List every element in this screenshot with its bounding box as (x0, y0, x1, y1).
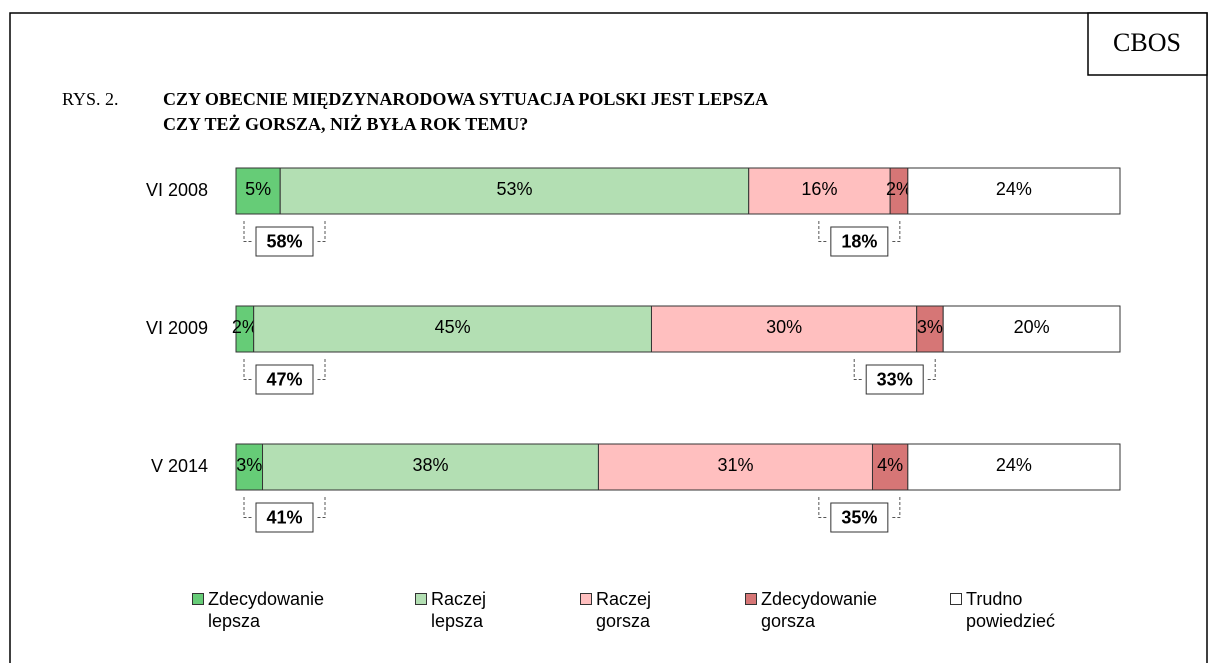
bar-segment (253, 305, 652, 353)
bar-segment (650, 305, 918, 353)
value-label: 4% (877, 455, 903, 475)
frame (9, 12, 1208, 663)
value-label: 38% (412, 455, 448, 475)
bracket (818, 497, 827, 518)
value-label: 31% (717, 455, 753, 475)
category-label: VI 2008 (146, 180, 208, 200)
bar-segment (907, 167, 1121, 215)
bracket (317, 221, 326, 242)
legend-swatch (415, 593, 427, 605)
category-label: V 2014 (151, 456, 208, 476)
source: CBOS (1113, 28, 1181, 57)
value-label: 3% (917, 317, 943, 337)
bar-segment (907, 443, 1121, 491)
total-label: 33% (877, 369, 913, 389)
legend-label: Zdecydowanie lepsza (208, 589, 325, 631)
total-label: 18% (841, 231, 877, 251)
legend-swatch (580, 593, 592, 605)
bracket (317, 359, 326, 380)
value-label: 45% (435, 317, 471, 337)
bracket (818, 221, 827, 242)
value-label: 20% (1014, 317, 1050, 337)
total-box (830, 226, 889, 257)
value-label: 2% (232, 317, 258, 337)
bracket (927, 359, 936, 380)
legend-swatch (745, 593, 757, 605)
title-line: CZY OBECNIE MIĘDZYNARODOWA SYTUACJA POLS… (163, 89, 768, 109)
total-box (255, 364, 314, 395)
legend: Zdecydowanie lepsza Raczej lepsza Raczej g… (0, 588, 1209, 658)
total-box (830, 502, 889, 533)
value-label: 2% (886, 179, 912, 199)
total-label: 58% (266, 231, 302, 251)
legend-label: Raczej lepsza (431, 589, 487, 631)
bracket (243, 221, 252, 242)
bracket (853, 359, 863, 380)
bar-segment (942, 305, 1121, 353)
legend-swatch (950, 593, 962, 605)
bar-segment (871, 443, 909, 491)
total-box (255, 226, 314, 257)
value-label: 3% (236, 455, 262, 475)
total-box (255, 502, 314, 533)
value-label: 24% (996, 179, 1032, 199)
value-label: 30% (766, 317, 802, 337)
bracket (891, 221, 901, 242)
value-label: 16% (801, 179, 837, 199)
value-label: 5% (245, 179, 271, 199)
bracket (243, 497, 252, 518)
figure-label: RYS. 2. (62, 89, 119, 109)
total-label: 41% (266, 507, 302, 527)
total-label: 35% (841, 507, 877, 527)
legend-swatch (192, 593, 204, 605)
bar-segment (916, 305, 944, 353)
legend-label: Zdecydowanie gorsza (761, 589, 878, 631)
value-label: 24% (996, 455, 1032, 475)
legend-label: Raczej gorsza (596, 589, 652, 631)
bar-segment (279, 167, 750, 215)
total-label: 47% (266, 369, 302, 389)
bracket (243, 359, 252, 380)
value-label: 53% (496, 179, 532, 199)
category-label: VI 2009 (146, 318, 208, 338)
total-box (865, 364, 924, 395)
source-box (1087, 12, 1208, 76)
legend-label: Trudno powiedzieć (966, 589, 1056, 631)
bracket (891, 497, 901, 518)
title-line: CZY TEŻ GORSZA, NIŻ BYŁA ROK TEMU? (163, 114, 528, 134)
bar-segment (235, 167, 281, 215)
bar-segment (597, 443, 873, 491)
bracket (317, 497, 326, 518)
